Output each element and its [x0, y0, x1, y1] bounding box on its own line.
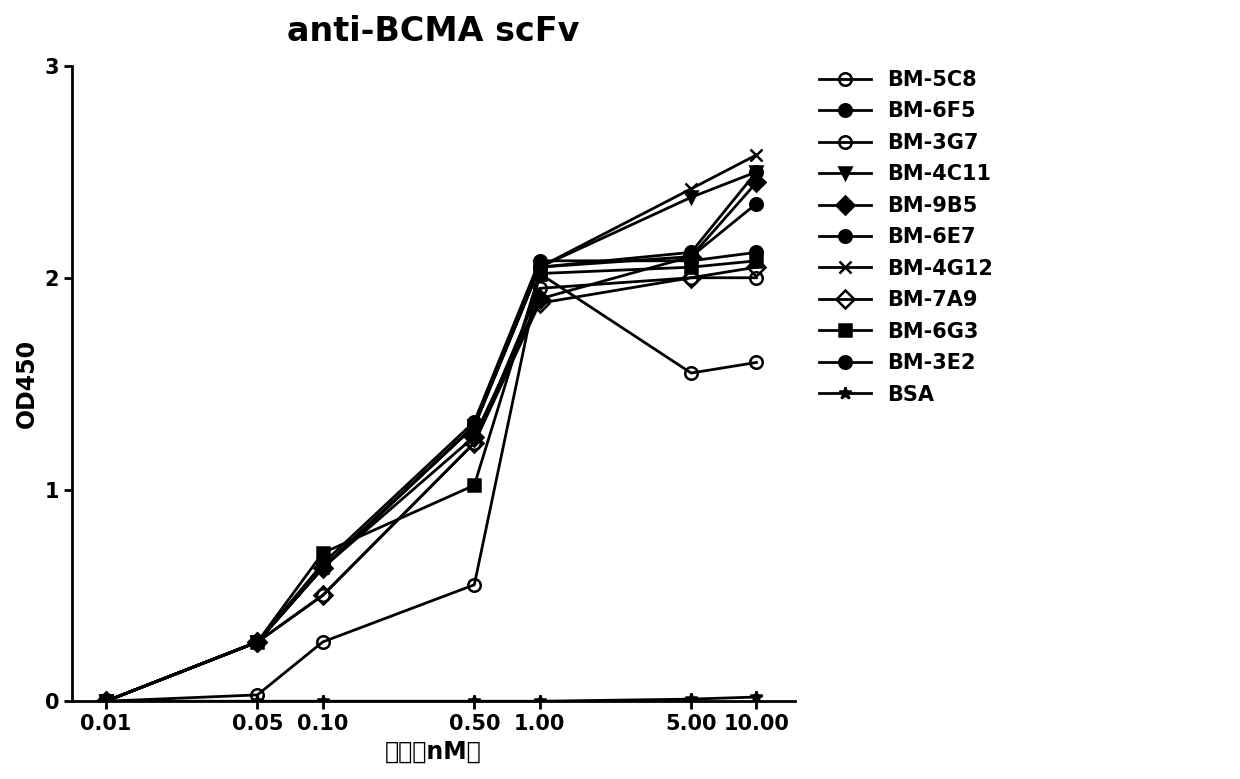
BM-6G3	[250, 637, 265, 647]
BM-3G7	[98, 696, 113, 706]
BM-9B5	[315, 563, 330, 573]
Line: BM-9B5: BM-9B5	[99, 176, 763, 707]
X-axis label: 浓度（nM）: 浓度（nM）	[386, 740, 482, 764]
BSA	[683, 694, 698, 703]
BM-4G12	[467, 421, 482, 431]
BSA	[315, 696, 330, 706]
BM-4C11	[532, 263, 547, 272]
BM-6E7	[532, 256, 547, 266]
Line: BM-6E7: BM-6E7	[99, 246, 763, 707]
BM-6G3	[467, 481, 482, 490]
BM-7A9	[683, 273, 698, 283]
BM-9B5	[749, 178, 764, 187]
BM-9B5	[683, 252, 698, 261]
Line: BM-7A9: BM-7A9	[99, 261, 763, 707]
BM-7A9	[250, 637, 265, 647]
BM-6E7	[683, 256, 698, 266]
BM-5C8	[532, 269, 547, 278]
BM-7A9	[315, 590, 330, 600]
BM-7A9	[98, 696, 113, 706]
BM-4G12	[315, 563, 330, 573]
BM-5C8	[250, 690, 265, 700]
BSA	[467, 696, 482, 706]
BM-5C8	[749, 358, 764, 367]
BM-5C8	[315, 637, 330, 647]
BM-6F5	[532, 263, 547, 272]
Title: anti-BCMA scFv: anti-BCMA scFv	[288, 15, 579, 48]
BM-6F5	[250, 637, 265, 647]
BM-3E2	[315, 563, 330, 573]
BM-6G3	[98, 696, 113, 706]
BM-4G12	[683, 184, 698, 193]
BM-3G7	[250, 637, 265, 647]
BM-3E2	[467, 421, 482, 431]
Legend: BM-5C8, BM-6F5, BM-3G7, BM-4C11, BM-9B5, BM-6E7, BM-4G12, BM-7A9, BM-6G3, BM-3E2: BM-5C8, BM-6F5, BM-3G7, BM-4C11, BM-9B5,…	[812, 64, 999, 411]
Line: BM-5C8: BM-5C8	[99, 267, 763, 707]
BM-6F5	[98, 696, 113, 706]
BM-3G7	[683, 273, 698, 283]
BM-6E7	[250, 637, 265, 647]
BM-3E2	[98, 696, 113, 706]
BM-6F5	[749, 199, 764, 208]
BM-6G3	[315, 548, 330, 558]
BM-6G3	[749, 256, 764, 266]
BM-4C11	[683, 192, 698, 202]
BM-6E7	[98, 696, 113, 706]
BM-6F5	[683, 252, 698, 261]
BM-6E7	[467, 417, 482, 426]
BM-5C8	[683, 368, 698, 378]
BM-3E2	[532, 263, 547, 272]
BM-7A9	[532, 298, 547, 308]
BSA	[98, 696, 113, 706]
Line: BM-6F5: BM-6F5	[99, 197, 763, 707]
BM-4C11	[98, 696, 113, 706]
BM-9B5	[98, 696, 113, 706]
BM-6G3	[683, 263, 698, 272]
BM-7A9	[467, 439, 482, 448]
BM-4G12	[532, 263, 547, 272]
BM-4C11	[467, 421, 482, 431]
BM-3G7	[532, 284, 547, 293]
BM-6E7	[315, 559, 330, 569]
BM-6F5	[315, 563, 330, 573]
BM-6G3	[532, 269, 547, 278]
Line: BSA: BSA	[99, 691, 763, 707]
Y-axis label: OD450: OD450	[15, 339, 38, 428]
BM-4G12	[749, 150, 764, 160]
BM-4G12	[98, 696, 113, 706]
BM-6E7	[749, 248, 764, 257]
Line: BM-4G12: BM-4G12	[99, 149, 763, 707]
BM-3G7	[749, 273, 764, 283]
BM-4C11	[749, 167, 764, 177]
BM-3E2	[683, 248, 698, 257]
BSA	[532, 696, 547, 706]
BM-3E2	[250, 637, 265, 647]
BM-9B5	[250, 637, 265, 647]
Line: BM-4C11: BM-4C11	[99, 166, 763, 707]
BM-7A9	[749, 263, 764, 272]
BM-4C11	[250, 637, 265, 647]
BM-9B5	[532, 294, 547, 304]
BM-3G7	[467, 439, 482, 448]
BM-3E2	[749, 167, 764, 177]
BM-4C11	[315, 563, 330, 573]
BM-6F5	[467, 421, 482, 431]
BM-5C8	[98, 696, 113, 706]
BM-4G12	[250, 637, 265, 647]
Line: BM-3G7: BM-3G7	[99, 272, 763, 707]
BM-5C8	[467, 580, 482, 590]
BSA	[749, 693, 764, 702]
BM-9B5	[467, 432, 482, 441]
BSA	[250, 696, 265, 706]
Line: BM-3E2: BM-3E2	[99, 166, 763, 707]
BM-3G7	[315, 590, 330, 600]
Line: BM-6G3: BM-6G3	[99, 255, 763, 707]
